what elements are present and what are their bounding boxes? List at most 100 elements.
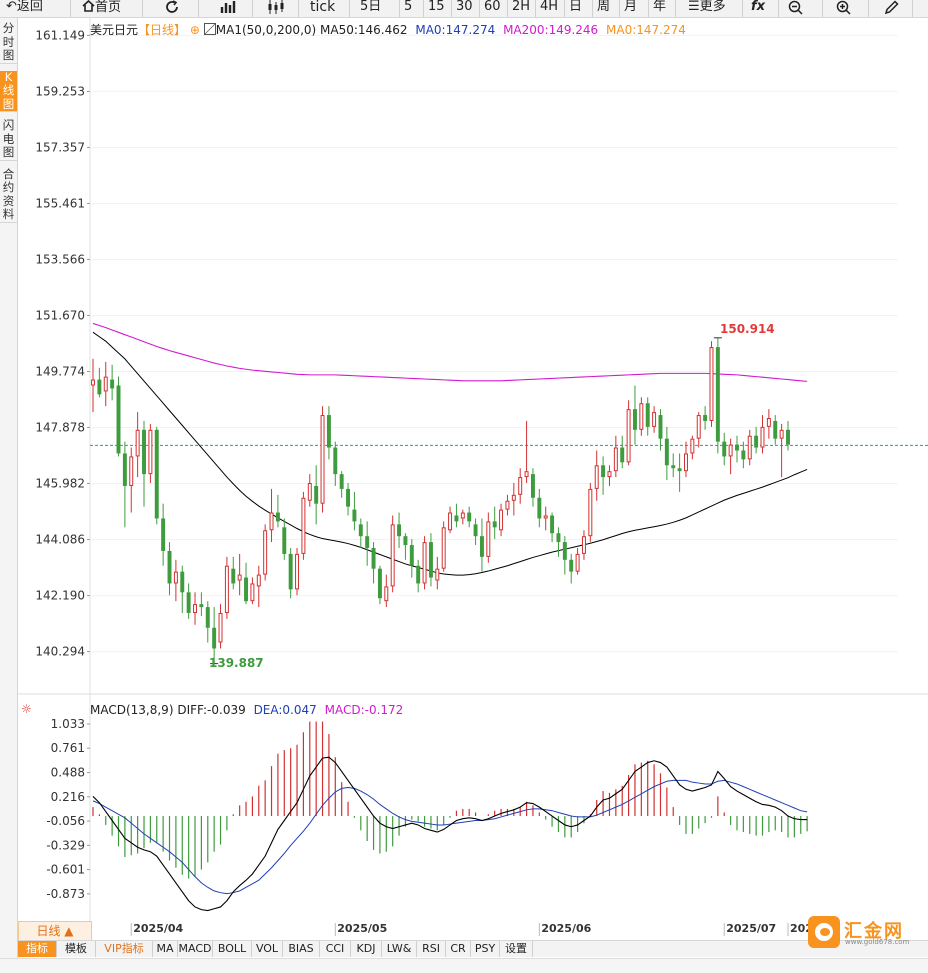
candle-body-up (173, 571, 178, 584)
indicator-tab-14[interactable]: 设置 (500, 941, 533, 957)
candle-style-button[interactable] (266, 0, 286, 17)
candle-body-down (154, 429, 159, 519)
chart-type-button[interactable] (220, 0, 238, 17)
period-button-1[interactable]: 5 (404, 0, 413, 14)
toolbar-divider (142, 0, 143, 17)
candle-body-down (786, 429, 790, 445)
toolbar-divider (399, 0, 400, 17)
indicator-tab-3[interactable]: MA (153, 941, 178, 957)
indicator-tab-12[interactable]: CR (446, 941, 471, 957)
indicator-tab-6[interactable]: VOL (252, 941, 283, 957)
macd-y-tick-label: 0.216 (51, 790, 85, 804)
ma200-line (92, 322, 808, 382)
candle-body-down (142, 429, 146, 475)
indicator-tab-13[interactable]: PSY (471, 941, 500, 957)
candle-body-up (524, 471, 529, 478)
candle-body-down (632, 409, 637, 430)
refresh-button[interactable] (164, 0, 180, 17)
candle-body-up (448, 512, 453, 531)
period-button-4[interactable]: 60 (484, 0, 501, 14)
indicator-tab-5[interactable]: BOLL (213, 941, 252, 957)
symbol-name: 美元日元 (90, 23, 139, 37)
zoom-out-button[interactable] (788, 0, 804, 17)
candle-body-down (409, 545, 414, 566)
period-button-0[interactable]: 5日 (360, 0, 382, 14)
period-button-7[interactable]: 日 (569, 0, 583, 14)
low-price-label: 139.887 (209, 656, 264, 670)
candle-body-down (346, 488, 351, 507)
toolbar-divider (451, 0, 452, 17)
period-button-2[interactable]: 15 (428, 0, 445, 14)
macd-dea-line (92, 779, 808, 895)
zoom-in-button[interactable] (836, 0, 852, 17)
draw-tool-button[interactable] (884, 0, 900, 17)
period-button-10[interactable]: 年 (653, 0, 667, 14)
period-button-5[interactable]: 2H (512, 0, 531, 14)
ma200-value: MA200:149.246 (503, 23, 599, 37)
indicator-tab-2[interactable]: VIP指标 (96, 941, 153, 957)
candle-body-up (518, 477, 523, 495)
indicator-tab-1[interactable]: 模板 (57, 941, 96, 957)
home-button[interactable]: 首页 (82, 0, 121, 17)
sidebar-tab-char: 资 (2, 193, 15, 208)
candle-body-up (129, 456, 134, 486)
chart-area: 161.149 159.253 157.357 155.461 153.566 151.6… (18, 18, 928, 936)
candle-body-up (307, 483, 312, 501)
indicator-tab-7[interactable]: BIAS (283, 941, 320, 957)
indicator-tab-11[interactable]: RSI (417, 941, 446, 957)
y-tick-label: 145.982 (35, 477, 85, 491)
indicator-tab-10[interactable]: LW& (382, 941, 417, 957)
indicator-tab-9[interactable]: KDJ (351, 941, 382, 957)
period-button-3[interactable]: 30 (456, 0, 473, 14)
candle-body-up (652, 412, 657, 427)
indicator-tab-0[interactable]: 指标 (18, 941, 57, 957)
candle-body-down (97, 379, 102, 395)
ma50-line (92, 331, 808, 576)
candle-body-up (256, 574, 261, 587)
candle-body-down (645, 403, 650, 427)
sidebar-tab-0[interactable]: 分时图 (0, 21, 17, 64)
x-axis-label: 2025/06 (541, 922, 591, 935)
candle-body-down (467, 512, 472, 522)
toolbar-divider (868, 0, 869, 17)
ma-toggle-icon[interactable] (203, 23, 216, 35)
toolbar-divider (252, 0, 253, 17)
candle-body-down (244, 577, 249, 602)
menu-icon: ☰ (688, 0, 700, 14)
toolbar-divider (70, 0, 71, 17)
more-button[interactable]: ☰更多 (688, 0, 726, 14)
toolbar-divider (592, 0, 593, 17)
macd-settings-icon[interactable]: ☼ (21, 702, 32, 716)
candle-body-up (193, 604, 197, 613)
candle-body-down (773, 420, 778, 439)
candle-body-down (326, 415, 331, 448)
period-button-9[interactable]: 月 (624, 0, 638, 14)
formula-button[interactable]: fx (751, 0, 766, 14)
period-tag: 【日线】 (138, 23, 187, 37)
period-selector-button[interactable]: 日线 ▲ (18, 921, 92, 941)
indicator-settings-icon[interactable]: ⊕ (189, 23, 200, 37)
candle-body-down (479, 536, 484, 557)
indicator-tab-4[interactable]: MACD (178, 941, 213, 957)
candle-body-down (358, 524, 363, 537)
candle-body-up (588, 488, 593, 537)
candle-body-up (263, 530, 268, 575)
indicator-tab-8[interactable]: CCI (320, 941, 351, 957)
macd-diff-line (92, 756, 808, 912)
sidebar-tab-2[interactable]: 闪电图 (0, 118, 17, 161)
macd-y-tick-label: -0.329 (46, 838, 85, 852)
period-button-6[interactable]: 4H (540, 0, 559, 14)
candle-body-up (390, 524, 395, 587)
bar-chart-icon (220, 1, 236, 13)
y-tick-label: 144.086 (35, 533, 85, 547)
candle-body-down (722, 441, 727, 457)
tick-button[interactable]: tick (310, 0, 336, 15)
x-axis-label: 2025/07 (726, 922, 776, 935)
macd-y-tick-label: -0.056 (46, 814, 85, 828)
back-button[interactable]: ↶返回 (6, 0, 43, 14)
candle-body-down (530, 474, 535, 498)
period-button-8[interactable]: 周 (597, 0, 611, 14)
sidebar-tab-3[interactable]: 合约资料 (0, 167, 17, 223)
